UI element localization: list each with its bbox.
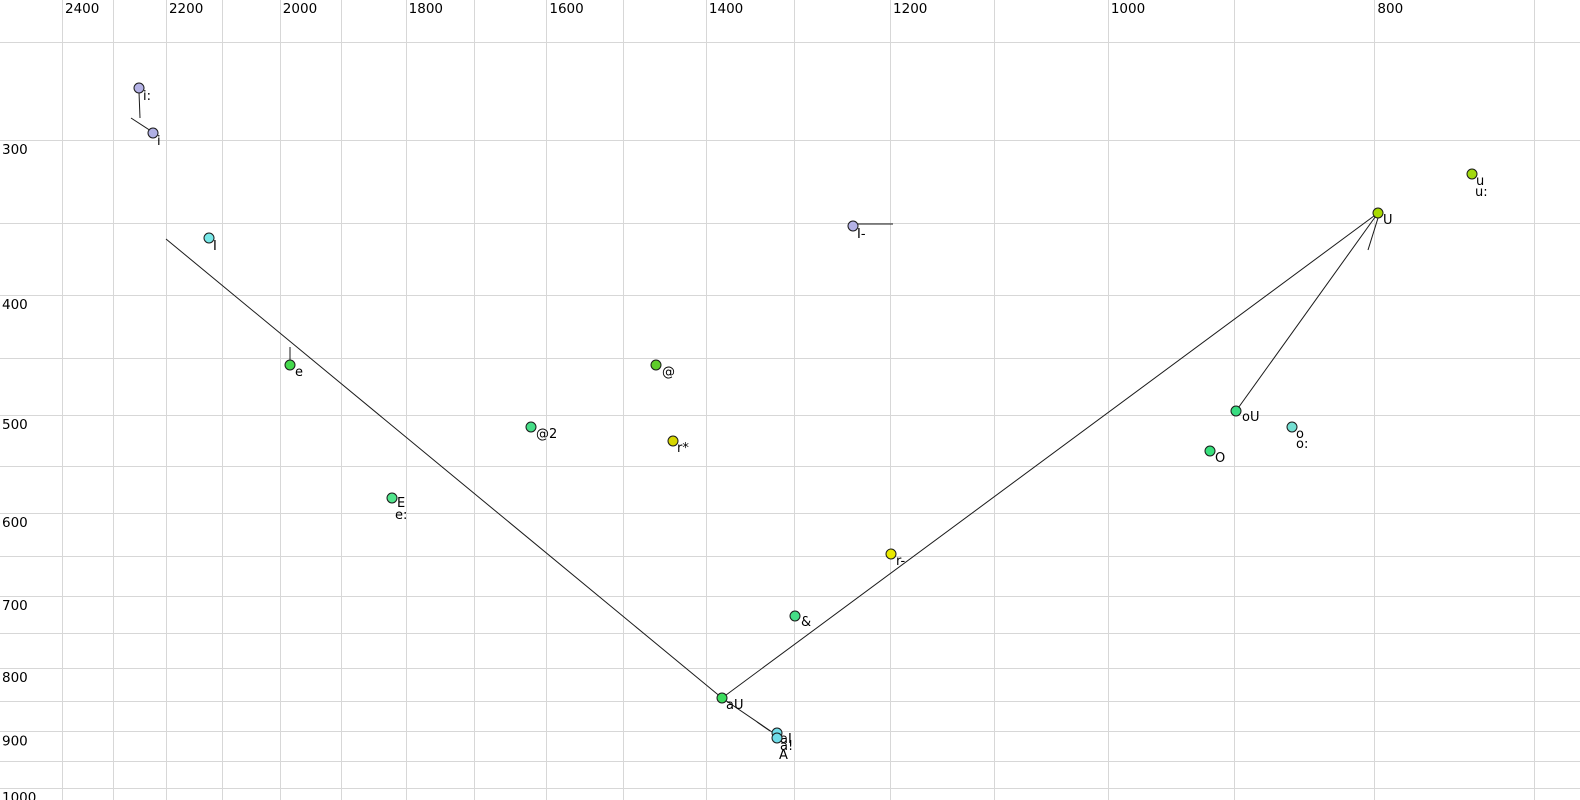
point-label-I: I	[213, 239, 217, 254]
point-i[interactable]	[147, 127, 159, 139]
point-r-[interactable]	[885, 548, 897, 560]
y-tick-label-500: 500	[2, 417, 28, 433]
point-o[interactable]	[1286, 421, 1298, 433]
point-label-E: E	[397, 496, 405, 511]
point-label-i: i	[157, 134, 161, 149]
y-tick-label-300: 300	[2, 142, 28, 158]
y-tick-label-1000: 1000	[2, 790, 36, 800]
y-tick-label-800: 800	[2, 670, 28, 686]
point-label-r-: r-	[896, 554, 906, 569]
point-I-[interactable]	[847, 220, 859, 232]
point-e[interactable]	[284, 359, 296, 371]
trajectory-oU-to-U	[1235, 212, 1379, 412]
point-O[interactable]	[1204, 445, 1216, 457]
point-label-A: A	[779, 748, 788, 763]
y-tick-label-900: 900	[2, 733, 28, 749]
point-label-@: @	[662, 365, 675, 380]
point-E[interactable]	[386, 492, 398, 504]
point-oU[interactable]	[1230, 405, 1242, 417]
point-r*[interactable]	[667, 435, 679, 447]
point-label-o:: o:	[1296, 437, 1308, 452]
x-tick-label-1400: 1400	[709, 1, 743, 17]
point-I[interactable]	[203, 232, 215, 244]
point-i:[interactable]	[133, 82, 145, 94]
trajectory-front-arm-to-aU	[165, 238, 723, 699]
point-U[interactable]	[1372, 207, 1384, 219]
point-label-a!: a!	[780, 739, 793, 754]
point-@2[interactable]	[525, 421, 537, 433]
x-tick-label-1800: 1800	[409, 1, 443, 17]
x-tick-label-2200: 2200	[169, 1, 203, 17]
y-tick-label-700: 700	[2, 598, 28, 614]
point-u[interactable]	[1466, 168, 1478, 180]
x-tick-label-2000: 2000	[283, 1, 317, 17]
point-label-o: o	[1296, 427, 1304, 442]
point-label-aI: aI	[780, 732, 792, 747]
point-label-&: &	[801, 615, 811, 630]
point-label-e: e	[295, 365, 303, 380]
point-aU[interactable]	[716, 692, 728, 704]
point-unlabeled[interactable]	[771, 732, 783, 744]
point-label-U: U	[1383, 213, 1393, 228]
x-tick-label-2400: 2400	[65, 1, 99, 17]
point-label-i:: i:	[143, 89, 151, 104]
y-tick-label-600: 600	[2, 515, 28, 531]
point-label-@2: @2	[536, 427, 557, 442]
trajectory-aU-to-U	[721, 212, 1379, 699]
point-label-u: u	[1476, 174, 1484, 189]
point-label-e:: e:	[395, 508, 407, 523]
point-label-I-: I-	[857, 227, 866, 242]
trajectory-aI-arrowhead	[756, 721, 771, 732]
point-label-oU: oU	[1242, 410, 1259, 425]
point-label-O: O	[1215, 451, 1225, 466]
point-@[interactable]	[650, 359, 662, 371]
x-tick-label-800: 800	[1377, 1, 1403, 17]
point-&[interactable]	[789, 610, 801, 622]
point-label-u:: u:	[1475, 185, 1488, 200]
point-label-aU: aU	[726, 698, 743, 713]
x-tick-label-1200: 1200	[893, 1, 927, 17]
trajectory-U-arrowhead	[1367, 217, 1379, 251]
trajectory-i-colon-stem	[138, 91, 141, 119]
x-tick-label-1600: 1600	[549, 1, 583, 17]
x-tick-label-1000: 1000	[1111, 1, 1145, 17]
y-tick-label-400: 400	[2, 297, 28, 313]
point-label-r*: r*	[677, 441, 689, 456]
trajectory-i-colon-to-i	[130, 117, 152, 132]
